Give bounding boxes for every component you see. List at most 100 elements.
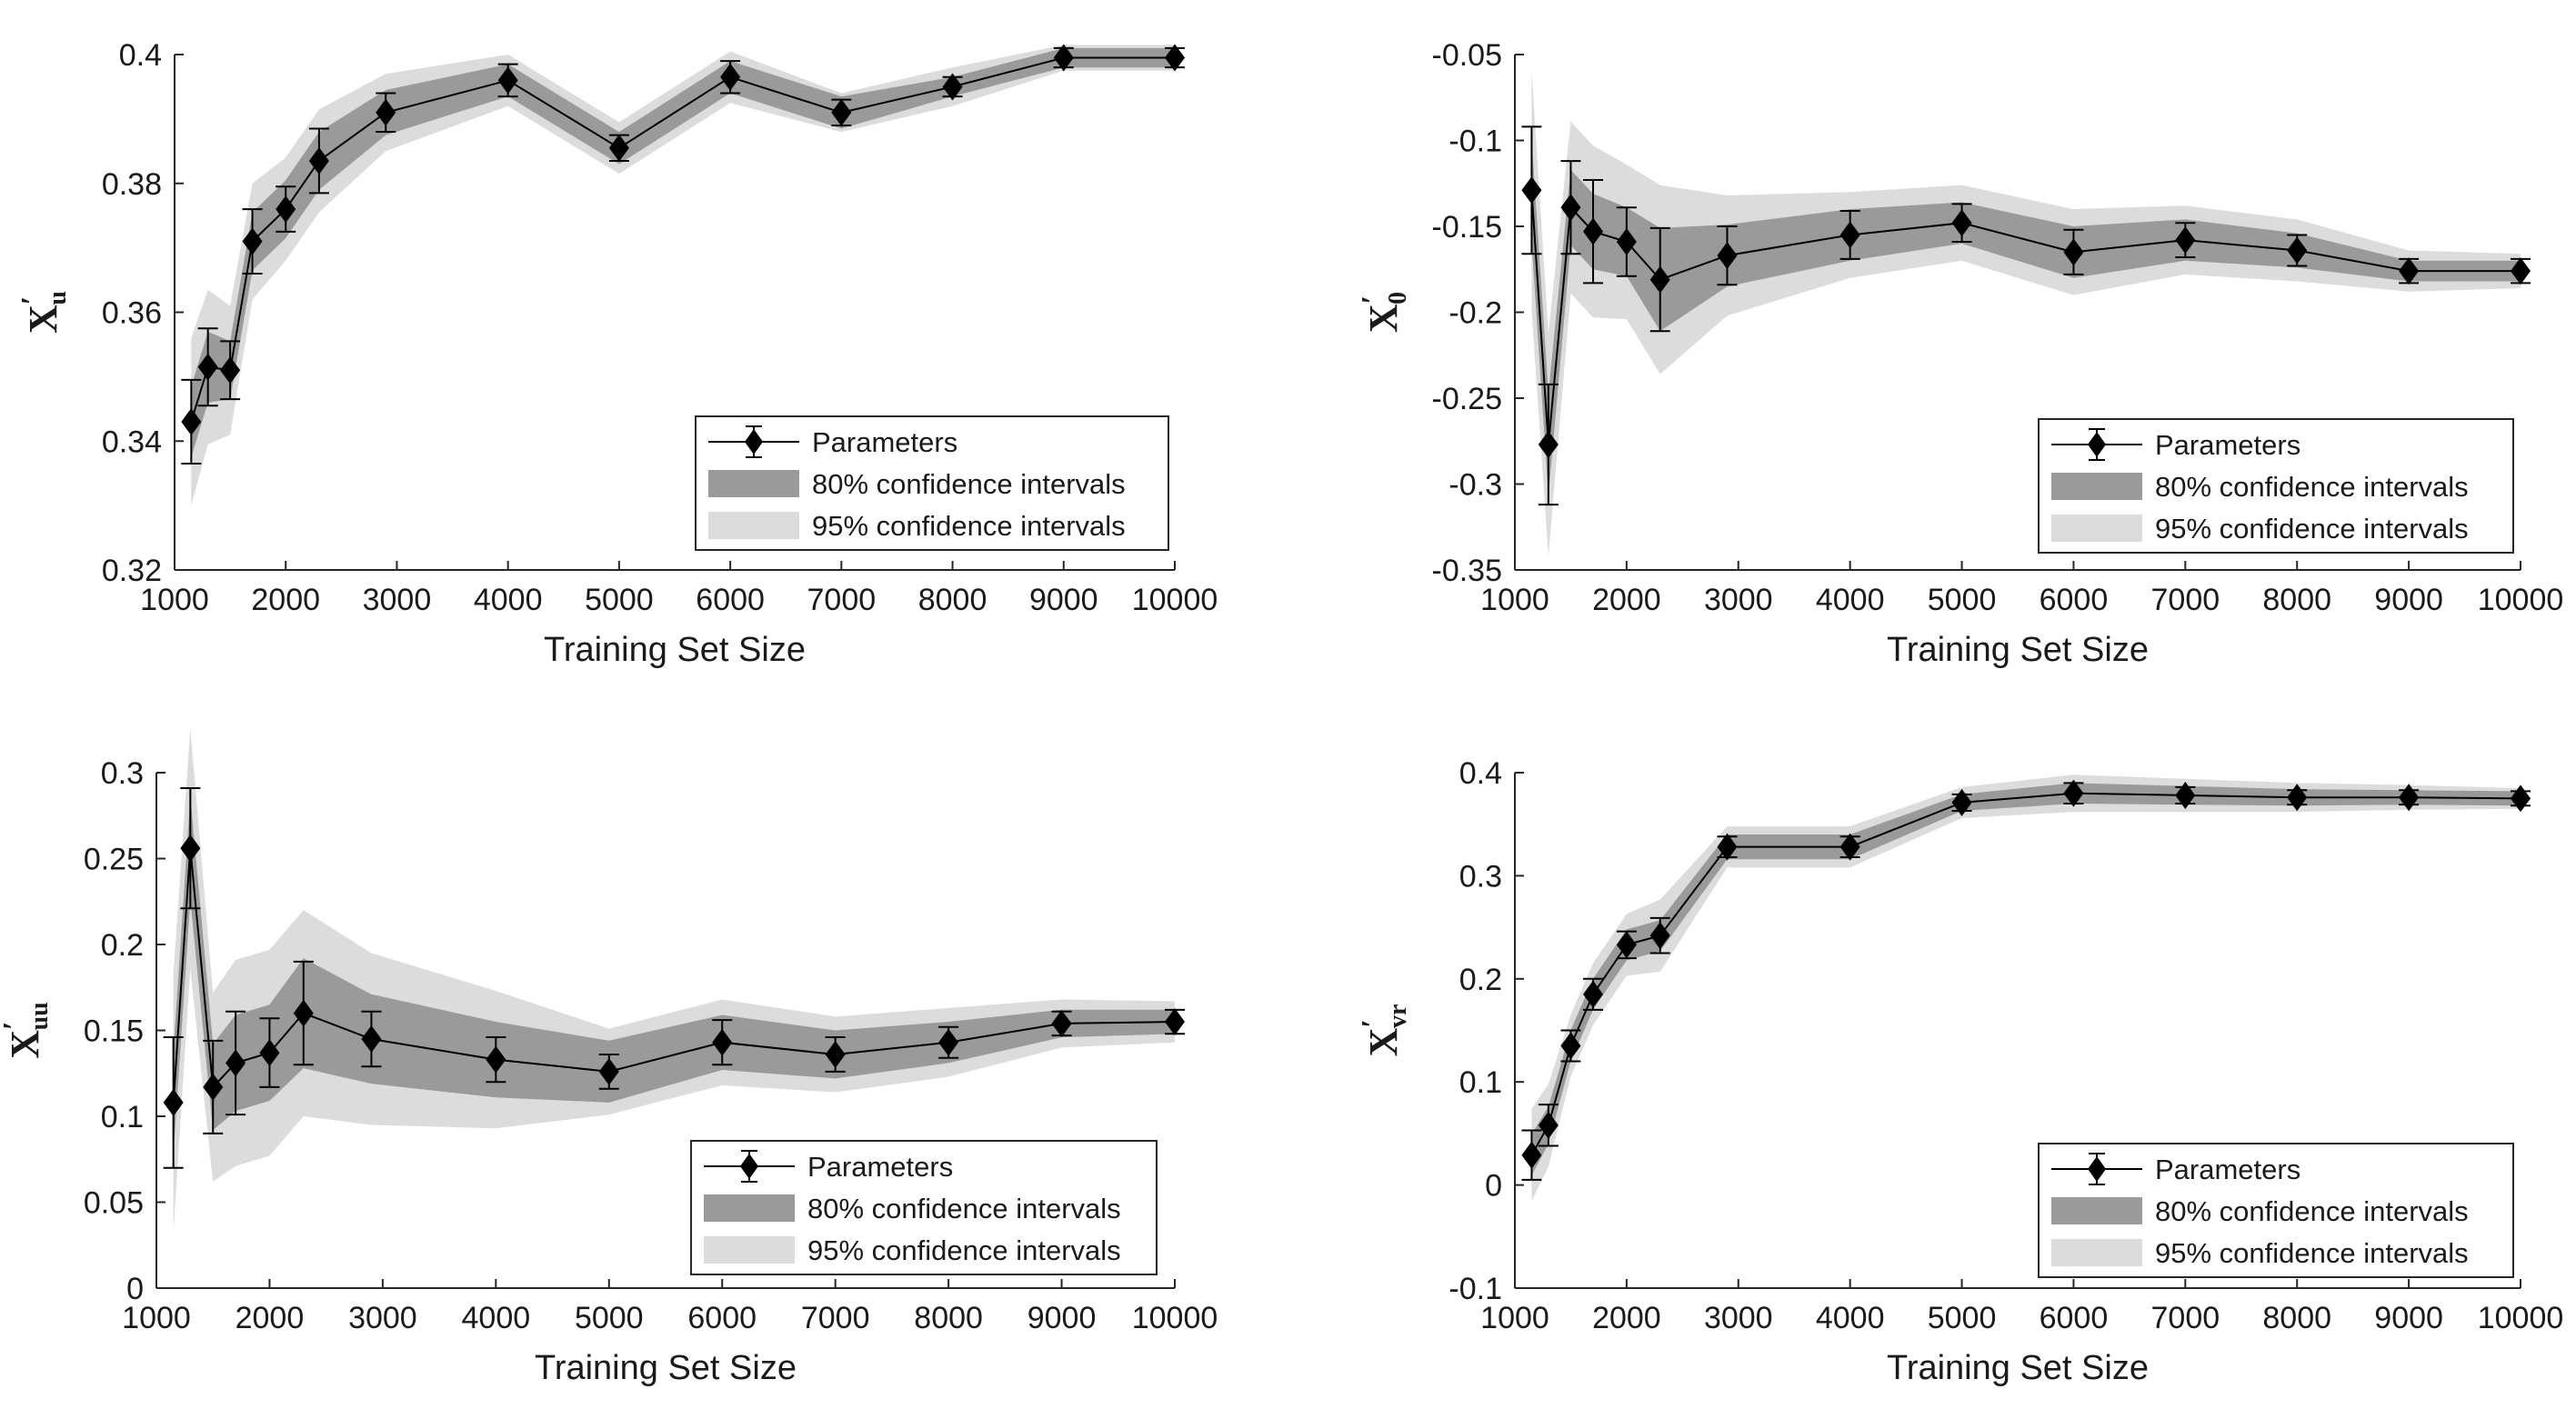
- data-point-marker: [226, 1049, 246, 1077]
- data-point-marker: [2399, 257, 2420, 285]
- data-point-marker: [2175, 226, 2196, 255]
- data-point-marker: [2511, 257, 2531, 285]
- y-tick-label: 0.34: [102, 425, 162, 459]
- y-tick-label: -0.1: [1448, 125, 1502, 159]
- legend-ci95-label: 95% confidence intervals: [812, 510, 1126, 542]
- legend-marker-swatch: [740, 1154, 758, 1179]
- x-tick-label: 8000: [918, 583, 987, 617]
- data-point-marker: [825, 1040, 846, 1068]
- y-tick-label: 0: [1485, 1169, 1502, 1204]
- data-point-marker: [1521, 1141, 1542, 1169]
- x-tick-label: 5000: [1928, 1301, 1997, 1335]
- x-tick-label: 9000: [2374, 1301, 2443, 1335]
- x-tick-label: 6000: [2040, 1301, 2109, 1335]
- x-tick-label: 2000: [251, 583, 320, 617]
- legend-ci80-label: 80% confidence intervals: [2155, 471, 2469, 503]
- ci95-band: [1531, 70, 2521, 556]
- x-tick-label: 4000: [462, 1301, 531, 1335]
- y-tick-label: 0.15: [84, 1014, 144, 1049]
- x-tick-label: 4000: [1816, 583, 1885, 617]
- data-point-marker: [608, 134, 629, 162]
- legend-ci80-label: 80% confidence intervals: [812, 468, 1126, 500]
- data-point-marker: [942, 73, 963, 101]
- y-tick-label: 0.1: [1459, 1065, 1502, 1100]
- data-point-marker: [938, 1028, 959, 1056]
- legend-ci95-swatch: [2051, 1239, 2142, 1266]
- data-point-marker: [1538, 1111, 1559, 1139]
- data-point-marker: [1051, 1009, 1072, 1037]
- x-tick-label: 8000: [914, 1301, 983, 1335]
- legend-ci95-label: 95% confidence intervals: [807, 1234, 1121, 1266]
- data-point-marker: [1560, 194, 1581, 222]
- data-point-marker: [1649, 265, 1670, 294]
- x-tick-label: 10000: [2478, 1301, 2564, 1335]
- y-tick-label: -0.3: [1448, 468, 1502, 503]
- y-tick-label: 0.4: [1459, 756, 1502, 791]
- x-tick-label: 1000: [1480, 1301, 1549, 1335]
- x-tick-label: 4000: [474, 583, 543, 617]
- x-tick-label: 10000: [1132, 1301, 1218, 1335]
- legend-ci80-swatch: [2051, 473, 2142, 500]
- legend-ci80-label: 80% confidence intervals: [2155, 1195, 2469, 1227]
- x-tick-label: 7000: [2151, 1301, 2220, 1335]
- y-axis-title: X′0: [1356, 292, 1412, 333]
- legend-parameters-label: Parameters: [2155, 1154, 2300, 1185]
- x-tick-label: 6000: [2040, 583, 2109, 617]
- y-tick-label: -0.35: [1432, 554, 1503, 588]
- y-tick-label: 0.2: [101, 928, 144, 963]
- legend: Parameters 80% confidence intervals 95% co…: [2038, 1143, 2514, 1278]
- data-point-marker: [1165, 1008, 1185, 1036]
- y-tick-label: 0.3: [101, 756, 144, 791]
- legend-ci80-label: 80% confidence intervals: [807, 1193, 1121, 1224]
- legend-marker-swatch: [2088, 1156, 2106, 1182]
- x-tick-label: 4000: [1816, 1301, 1885, 1335]
- y-tick-label: -0.25: [1432, 382, 1503, 416]
- y-tick-label: 0.3: [1459, 859, 1502, 894]
- x-tick-label: 2000: [1592, 583, 1661, 617]
- data-point-marker: [276, 195, 296, 224]
- data-point-marker: [720, 63, 741, 91]
- legend-ci95-swatch: [704, 1236, 795, 1264]
- data-point-marker: [1951, 788, 1972, 816]
- x-tick-label: 10000: [2478, 583, 2564, 617]
- x-tick-label: 6000: [687, 1301, 757, 1335]
- data-point-marker: [486, 1045, 506, 1074]
- legend-ci80-swatch: [2051, 1197, 2142, 1224]
- x-tick-label: 8000: [2262, 1301, 2331, 1335]
- x-tick-label: 10000: [1132, 583, 1218, 617]
- y-tick-label: 0: [126, 1272, 144, 1306]
- x-tick-label: 9000: [1029, 583, 1098, 617]
- x-tick-label: 5000: [575, 1301, 644, 1335]
- data-point-marker: [1521, 176, 1542, 205]
- x-tick-label: 9000: [2374, 583, 2443, 617]
- data-point-marker: [831, 98, 852, 126]
- legend-ci95-label: 95% confidence intervals: [2155, 513, 2469, 545]
- ci95-band: [1531, 774, 2521, 1202]
- ci80-band: [173, 796, 1176, 1154]
- parameters-line: [190, 56, 1175, 423]
- data-point-marker: [1616, 931, 1637, 959]
- x-tick-label: 9000: [1027, 1301, 1097, 1335]
- data-point-marker: [163, 1088, 184, 1116]
- y-axis-title: X′vr: [1356, 1004, 1412, 1057]
- chart-panel-3: 1000 2000 3000 4000 5000 6000 7000 8000 9000 1000…: [0, 727, 1218, 1387]
- data-point-marker: [497, 66, 518, 95]
- data-point-marker: [2175, 781, 2196, 809]
- x-tick-label: 3000: [348, 1301, 417, 1335]
- y-tick-label: -0.2: [1448, 296, 1502, 331]
- y-tick-label: 0.05: [84, 1186, 144, 1221]
- legend-ci95-swatch: [708, 512, 799, 539]
- data-point-marker: [1839, 833, 1860, 861]
- data-point-marker: [1649, 922, 1670, 950]
- legend-ci95-label: 95% confidence intervals: [2155, 1237, 2469, 1269]
- chart-panel-1: 1000 2000 3000 4000 5000 6000 7000 8000 9000 1000…: [15, 38, 1218, 669]
- legend-ci80-swatch: [704, 1194, 795, 1222]
- data-point-marker: [2511, 784, 2531, 813]
- parameters-line: [1530, 792, 2521, 1156]
- x-tick-label: 7000: [2151, 583, 2220, 617]
- x-tick-label: 1000: [140, 583, 209, 617]
- data-point-marker: [242, 227, 263, 255]
- data-point-marker: [308, 146, 329, 175]
- x-tick-label: 8000: [2262, 583, 2331, 617]
